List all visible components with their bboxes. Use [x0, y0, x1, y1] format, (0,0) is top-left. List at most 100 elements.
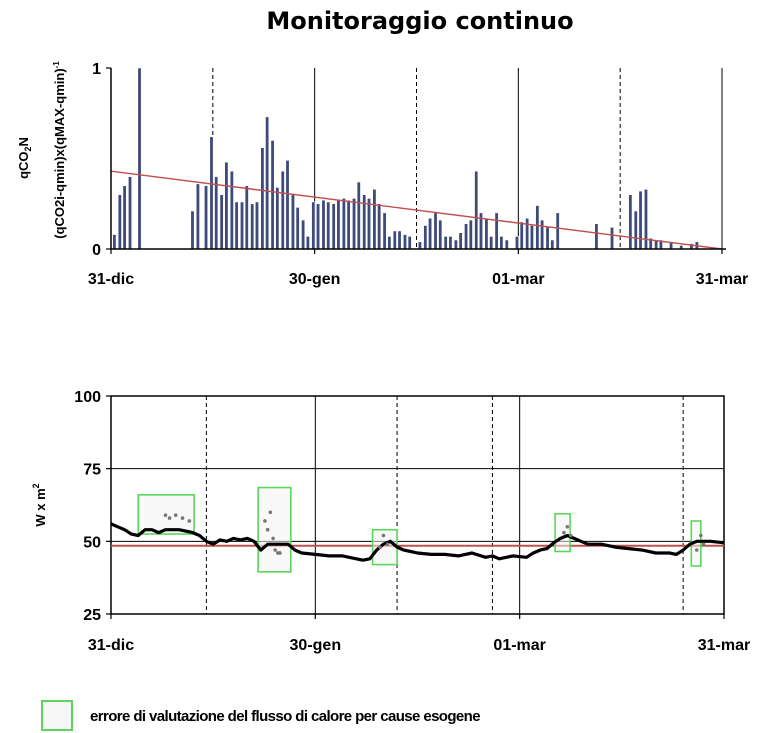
top-bar [229, 170, 234, 250]
top-bar [311, 201, 316, 250]
top-x-tick-label: 31-mar [696, 271, 748, 288]
top-bar [260, 147, 265, 250]
outlier-point [568, 533, 573, 538]
top-bar [464, 223, 469, 250]
outlier-point [173, 513, 178, 517]
top-bar [280, 170, 285, 250]
top-bar [122, 185, 127, 250]
top-bar [407, 236, 412, 250]
bottom-x-tick-label: 01-mar [493, 637, 545, 654]
top-bar [428, 217, 433, 250]
top-y-axis-label: qCO2N [16, 137, 33, 179]
top-y-tick-label: 1 [92, 61, 101, 78]
top-bar [392, 230, 397, 250]
top-bar [270, 140, 275, 250]
heat-flux-line [110, 522, 725, 562]
top-bar [519, 221, 524, 250]
top-bar [285, 160, 290, 250]
top-bar [195, 183, 200, 250]
top-bar [275, 187, 280, 250]
top-bar [331, 203, 336, 250]
top-bar [423, 225, 428, 250]
top-bar [336, 199, 341, 250]
top-bar [240, 201, 245, 250]
bottom-y-tick-label: 50 [83, 534, 101, 551]
top-bar [504, 239, 509, 250]
bottom-x-tick-label: 31-dic [88, 637, 134, 654]
top-bar [638, 190, 643, 250]
top-bar [295, 207, 300, 250]
top-bar [382, 212, 387, 250]
top-bar [514, 236, 519, 250]
outlier-point [694, 548, 699, 552]
top-bar [633, 210, 638, 250]
top-x-tick-label: 01-mar [492, 271, 544, 288]
top-bar [321, 199, 326, 250]
top-x-tick-label: 30-gen [289, 271, 341, 288]
outlier-point [271, 536, 275, 541]
top-bar [234, 201, 239, 250]
outlier-point [167, 516, 172, 520]
top-bar [438, 219, 443, 250]
error-box [371, 528, 398, 566]
outlier-point [701, 542, 706, 547]
outlier-point [378, 545, 382, 549]
top-bar [453, 239, 458, 250]
outlier-point [385, 542, 390, 547]
top-bar [448, 236, 453, 250]
top-bar [244, 185, 249, 250]
top-bar [377, 203, 382, 250]
top-bar [474, 170, 479, 250]
outlier-point [268, 510, 273, 515]
top-bar [326, 201, 331, 250]
top-bar [433, 212, 438, 250]
top-bar [628, 194, 633, 250]
top-bar [305, 236, 310, 250]
top-bar [341, 198, 346, 250]
legend-swatch [41, 700, 73, 731]
top-bar [250, 203, 255, 250]
outlier-point [565, 525, 570, 529]
bottom-line-chart: 25 50 75 100 31-dic 30-gen 01-mar 31-mar [74, 389, 750, 654]
bottom-x-tick-label: 30-gen [290, 637, 342, 654]
top-bar [316, 203, 321, 250]
outlier-point [187, 519, 192, 523]
bottom-y-tick-label: 75 [83, 462, 101, 479]
top-bar [529, 225, 534, 250]
top-bar [219, 194, 224, 250]
top-bar [555, 212, 560, 250]
bottom-plot-frame [110, 395, 725, 615]
outlier-point [265, 527, 270, 532]
top-bar [254, 201, 259, 250]
top-bar [458, 232, 463, 250]
bottom-y-axis-label: W x m2 [31, 483, 48, 526]
top-bar [402, 234, 407, 250]
top-bar [137, 67, 142, 250]
top-bar [352, 198, 357, 250]
top-bar [190, 210, 195, 250]
top-bar [397, 230, 402, 250]
svg-text:W x m2: W x m2 [31, 483, 48, 526]
outlier-point [273, 548, 277, 552]
top-trend-line [110, 170, 723, 250]
outlier-point [163, 513, 168, 517]
top-bar [540, 219, 545, 250]
top-bar [550, 239, 555, 250]
top-bar [366, 198, 371, 250]
top-bar [468, 219, 473, 250]
top-bar [494, 212, 499, 250]
top-x-tick-label: 31-dic [88, 271, 134, 288]
top-y-axis-label-formula: (qCO2i-qmin)x(qMAX-qmin)-1 [52, 61, 67, 239]
chart-title: Monitoraggio continuo [266, 7, 573, 35]
top-bar [346, 199, 351, 250]
top-bar [301, 219, 306, 250]
svg-text:qCO2N: qCO2N [16, 137, 33, 179]
top-bar [112, 234, 117, 250]
top-bar [290, 194, 295, 250]
top-bar [594, 223, 599, 250]
bottom-y-tick-label: 100 [74, 389, 101, 406]
top-bar [545, 226, 550, 250]
top-bar [209, 136, 214, 250]
outlier-point [699, 533, 703, 538]
